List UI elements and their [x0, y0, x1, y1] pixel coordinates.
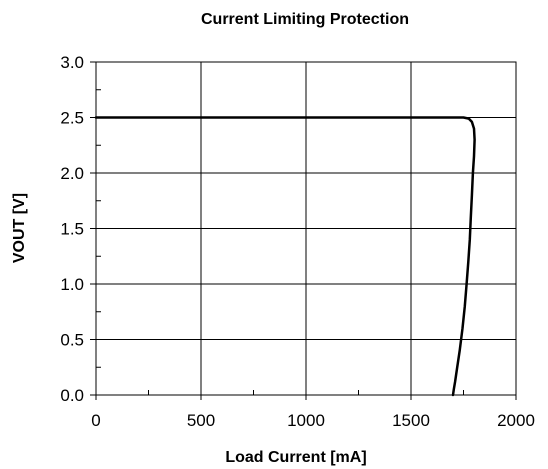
- chart-title: Current Limiting Protection: [201, 11, 409, 28]
- x-axis-label: Load Current [mA]: [225, 449, 366, 466]
- y-tick-label: 0.5: [60, 331, 84, 350]
- y-tick-label: 0.0: [60, 386, 84, 405]
- x-tick-label: 1000: [287, 411, 325, 430]
- y-axis-label: VOUT [V]: [11, 193, 28, 263]
- y-tick-label: 2.5: [60, 109, 84, 128]
- y-tick-label: 1.0: [60, 275, 84, 294]
- y-tick-label: 2.0: [60, 164, 84, 183]
- x-tick-label: 0: [91, 411, 100, 430]
- y-tick-label: 1.5: [60, 220, 84, 239]
- gridlines: [96, 62, 516, 395]
- series-group: [94, 116, 476, 397]
- series-line-0: [94, 116, 476, 397]
- x-tick-labels: 0 500 1000 1500 2000: [91, 411, 535, 430]
- axis-ticks: [90, 61, 517, 400]
- x-tick-label: 2000: [497, 411, 535, 430]
- x-tick-label: 1500: [392, 411, 430, 430]
- x-tick-label: 500: [187, 411, 215, 430]
- y-tick-labels: 0.0 0.5 1.0 1.5 2.0 2.5 3.0: [60, 53, 84, 405]
- y-tick-label: 3.0: [60, 53, 84, 72]
